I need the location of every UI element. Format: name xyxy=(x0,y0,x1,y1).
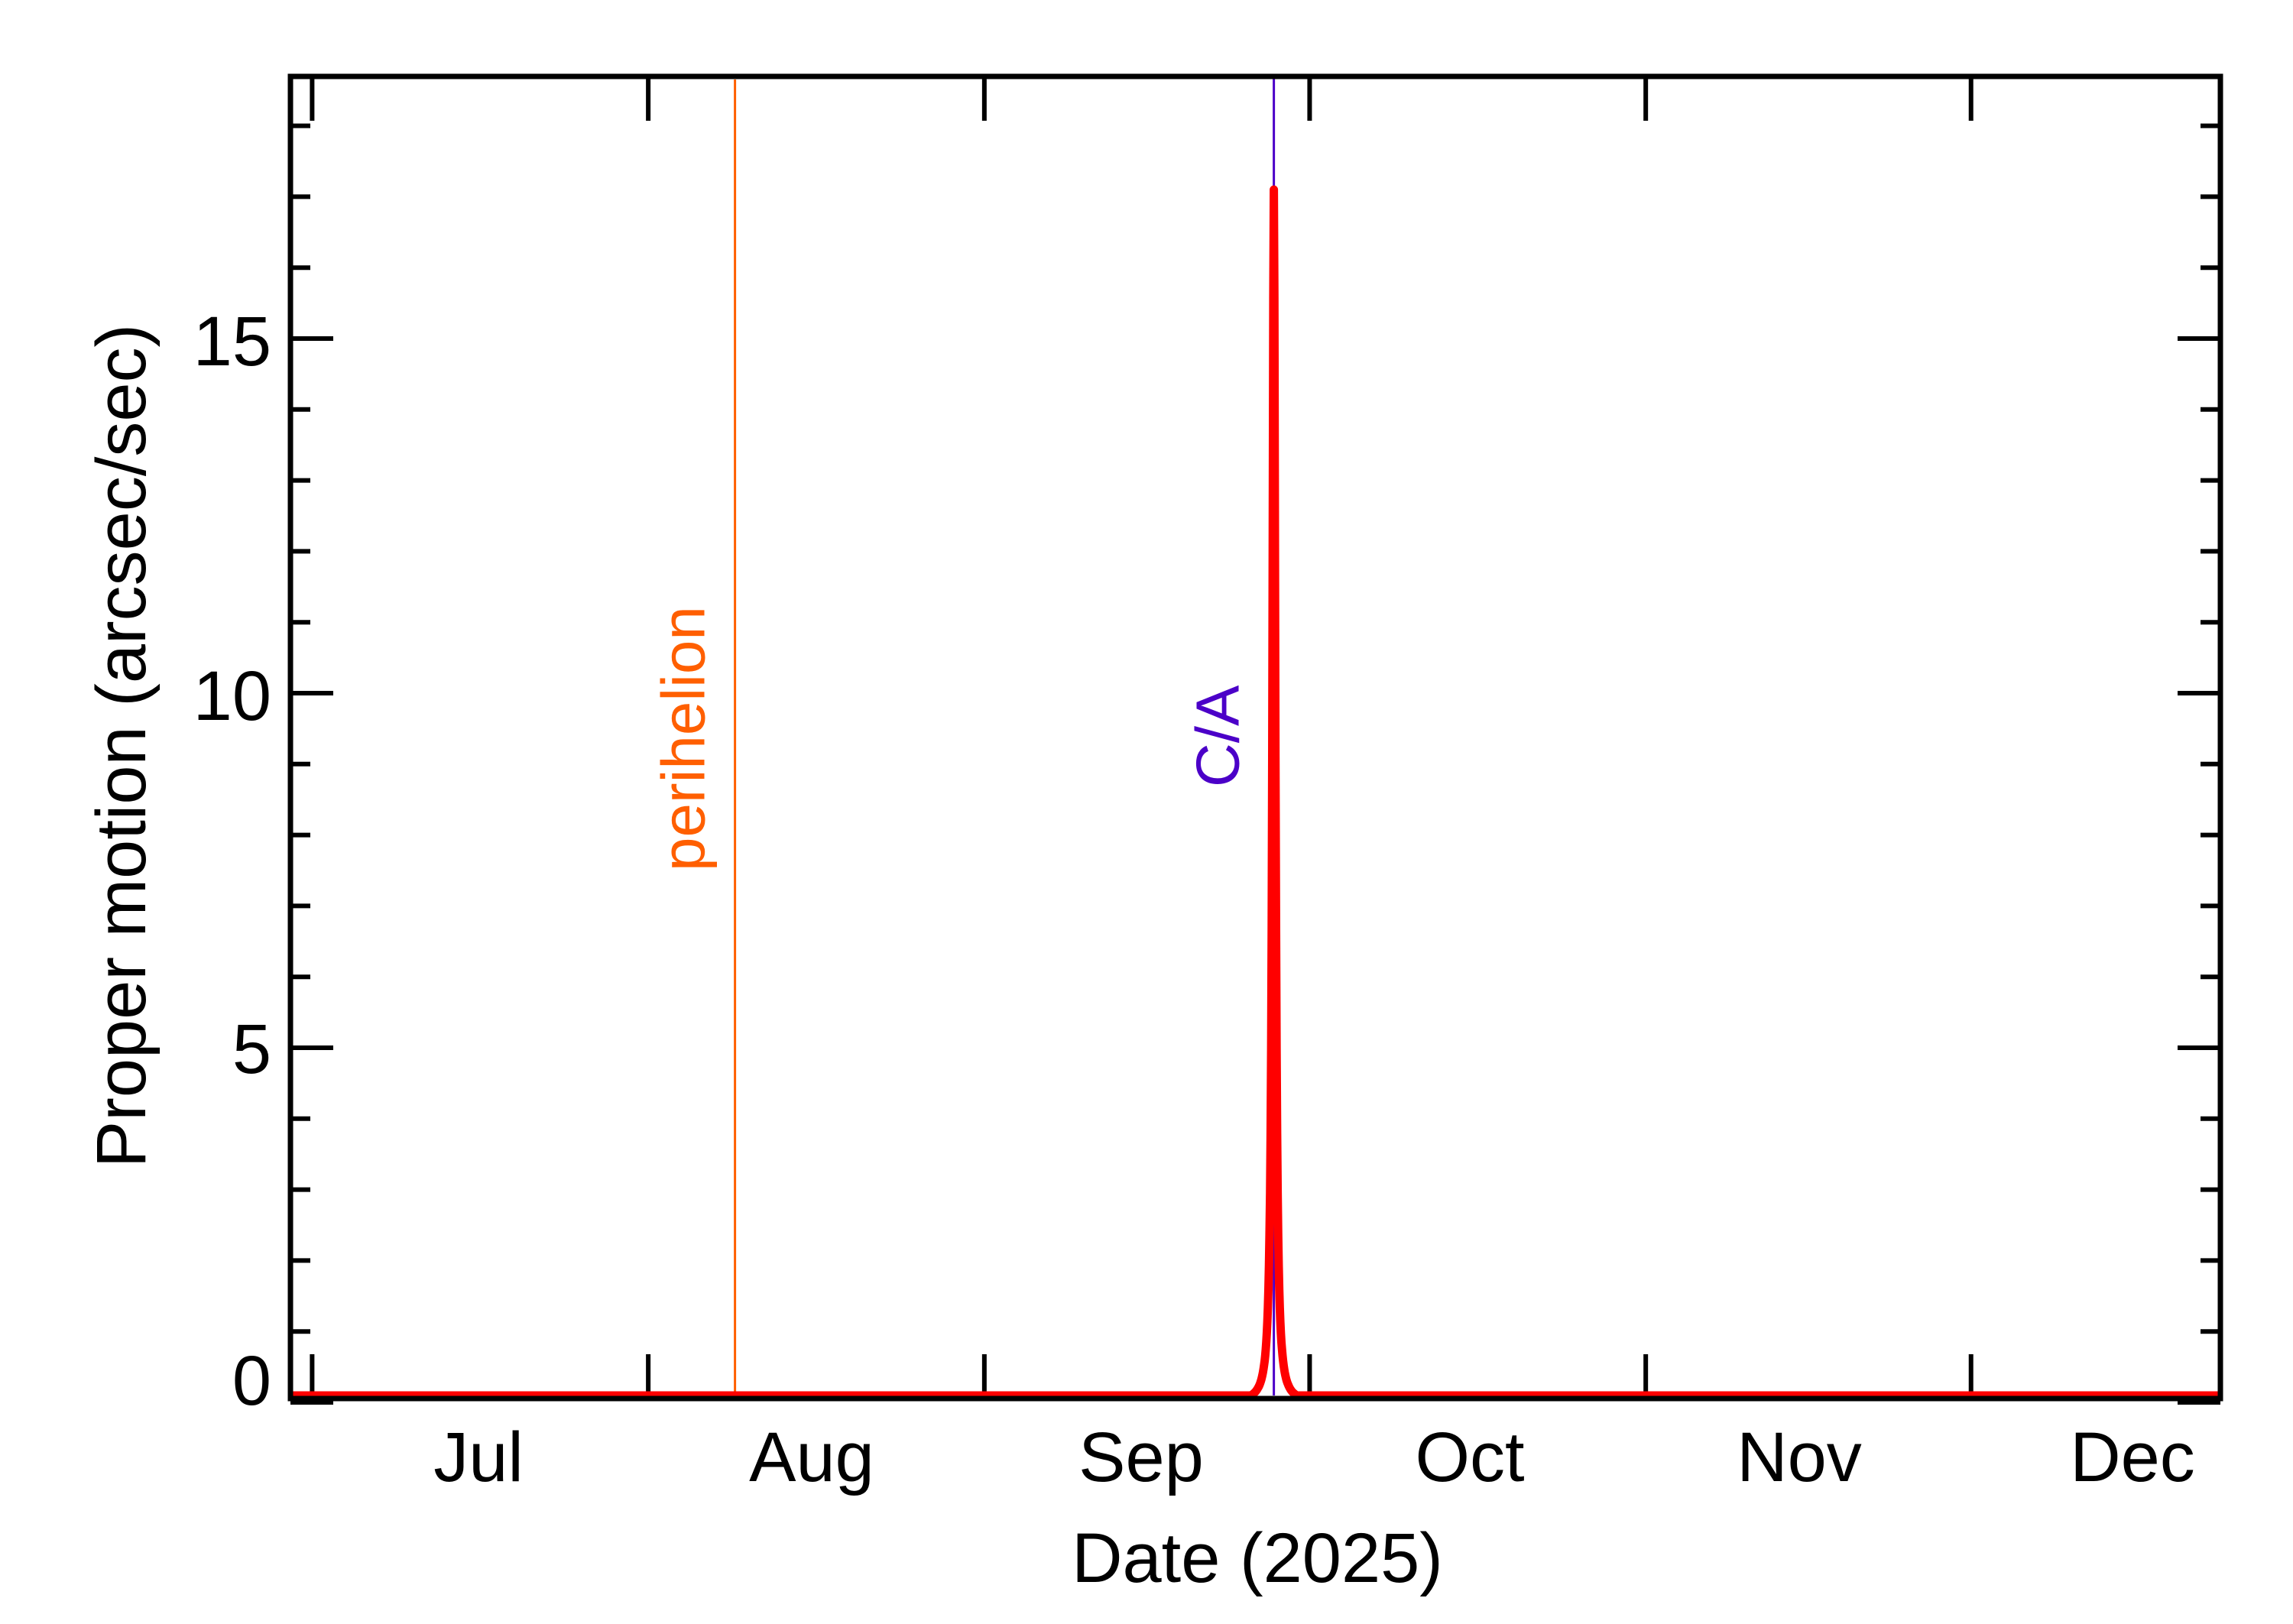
y-tick-labels: 0 5 10 15 xyxy=(193,303,271,1420)
y-axis-title: Proper motion (arcsec/sec) xyxy=(83,324,161,1168)
x-tick-label-sep: Sep xyxy=(1078,1418,1204,1496)
axis-ticks xyxy=(290,76,2220,1405)
perihelion-label: perihelion xyxy=(650,606,718,871)
y-tick-label-5: 5 xyxy=(232,1010,271,1088)
x-axis-title: Date (2025) xyxy=(1072,1519,1443,1597)
y-tick-label-10: 10 xyxy=(193,657,271,735)
x-tick-label-jul: Jul xyxy=(433,1418,524,1496)
x-tick-label-nov: Nov xyxy=(1737,1418,1862,1496)
y-tick-label-15: 15 xyxy=(193,303,271,381)
x-tick-label-oct: Oct xyxy=(1415,1418,1524,1496)
plot-frame xyxy=(287,73,2223,1402)
y-tick-label-0: 0 xyxy=(232,1342,271,1420)
proper-motion-curve xyxy=(287,185,2224,1400)
closest-approach-label: C/A xyxy=(1184,685,1252,787)
x-tick-labels: Jul Aug Sep Oct Nov Dec xyxy=(433,1418,2195,1496)
x-tick-label-dec: Dec xyxy=(2070,1418,2195,1496)
x-tick-label-aug: Aug xyxy=(749,1418,874,1496)
